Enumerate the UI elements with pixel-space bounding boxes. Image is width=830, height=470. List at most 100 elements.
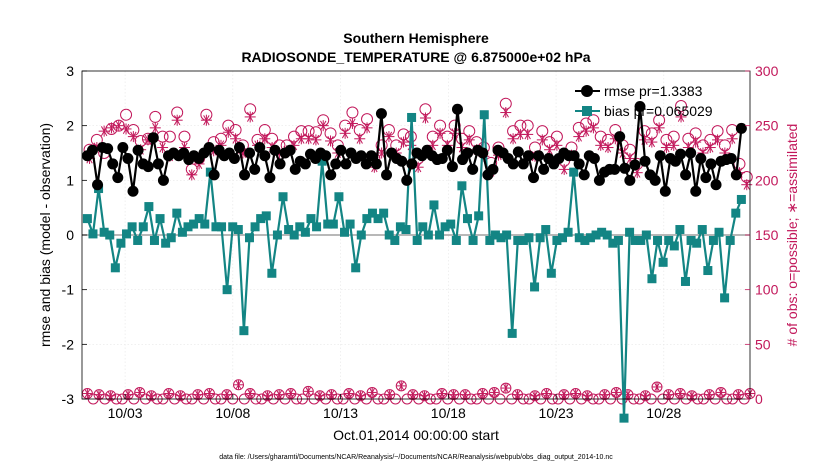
- rmse-point: [152, 158, 164, 170]
- possible-obs-marker: [395, 380, 407, 392]
- rmse-point: [284, 144, 296, 156]
- rmse-point: [446, 161, 458, 173]
- bias-point: [669, 241, 679, 251]
- assimilated-obs-marker: [396, 381, 406, 391]
- possible-obs-marker: [192, 389, 204, 401]
- rmse-point: [690, 185, 702, 197]
- bias-point: [194, 214, 204, 224]
- possible-obs-marker: [581, 390, 593, 402]
- assimilated-obs-marker: [595, 139, 607, 151]
- possible-obs-marker: [419, 390, 431, 402]
- bias-point: [217, 222, 227, 232]
- chart-title: Southern Hemisphere: [343, 30, 489, 46]
- bias-point: [161, 238, 171, 248]
- bias-point: [351, 263, 361, 273]
- rmse-point: [381, 169, 393, 181]
- right-tick-label: 200: [755, 172, 779, 188]
- rmse-point: [330, 158, 342, 170]
- bias-point: [591, 230, 601, 240]
- rmse-point: [634, 101, 646, 113]
- bias-point: [250, 222, 260, 232]
- x-tick-label: 10/18: [431, 405, 466, 421]
- possible-obs-marker: [145, 390, 157, 402]
- bias-point: [390, 235, 400, 245]
- assimilated-obs-marker: [339, 127, 351, 139]
- rmse-point: [157, 174, 169, 186]
- bias-point: [653, 235, 663, 245]
- bias-point: [625, 227, 635, 237]
- assimilated-obs-marker: [157, 142, 169, 154]
- rmse-point: [436, 152, 448, 164]
- possible-obs-marker: [477, 388, 489, 400]
- possible-obs-marker: [244, 388, 256, 400]
- bias-point: [697, 225, 707, 235]
- possible-obs-marker: [674, 388, 686, 400]
- assimilated-obs-marker: [356, 391, 366, 401]
- assimilated-obs-marker: [668, 139, 680, 151]
- bias-point: [401, 225, 411, 235]
- legend: rmse pr=1.3383 bias pr=0.065029: [575, 83, 713, 119]
- assimilated-obs-marker: [127, 131, 139, 143]
- bias-point: [284, 225, 294, 235]
- assimilated-obs-marker: [346, 117, 358, 129]
- assimilated-obs-marker: [522, 128, 534, 140]
- bias-point: [384, 230, 394, 240]
- assimilated-obs-marker: [419, 112, 431, 124]
- assimilated-obs-marker: [611, 387, 621, 397]
- rmse-point: [269, 144, 281, 156]
- bias-point: [155, 214, 165, 224]
- bias-point: [362, 214, 372, 224]
- possible-obs-marker: [488, 386, 500, 398]
- bias-point: [222, 285, 232, 295]
- rmse-point: [533, 150, 545, 162]
- y-axis-label: rmse and bias (model - observation): [37, 123, 53, 347]
- assimilated-obs-marker: [200, 114, 212, 126]
- assimilated-obs-marker: [317, 120, 329, 132]
- possible-obs-marker: [529, 390, 541, 402]
- x-tick-label: 10/28: [646, 405, 681, 421]
- assimilated-obs-marker: [558, 163, 570, 175]
- assimilated-obs-marker: [120, 123, 132, 135]
- x-tick-label: 10/08: [215, 405, 250, 421]
- assimilated-obs-marker: [716, 387, 726, 397]
- left-tick-label: 1: [66, 172, 74, 188]
- possible-obs-marker: [203, 388, 215, 400]
- bias-point: [127, 222, 137, 232]
- assimilated-obs-marker: [310, 134, 322, 146]
- right-tick-label: 0: [755, 391, 763, 407]
- possible-obs-marker: [355, 390, 367, 402]
- bias-point: [457, 181, 467, 191]
- assimilated-obs-marker: [303, 133, 315, 145]
- bias-point: [177, 227, 187, 237]
- possible-obs-marker: [558, 389, 570, 401]
- bias-point: [485, 235, 495, 245]
- bias-point: [630, 235, 640, 245]
- right-tick-label: 50: [755, 336, 771, 352]
- rmse-point: [710, 179, 722, 191]
- bias-point: [261, 211, 271, 221]
- bias-point: [552, 235, 562, 245]
- bias-point: [490, 230, 500, 240]
- bias-point: [166, 233, 176, 243]
- possible-obs-marker: [122, 389, 134, 401]
- rmse-point: [107, 158, 119, 170]
- rmse-point: [659, 185, 671, 197]
- rmse-point: [233, 142, 245, 154]
- rmse-point: [86, 144, 98, 156]
- right-axis-ticks: 0 50 100 150 200 250 300: [745, 63, 779, 407]
- possible-obs-marker: [314, 390, 326, 402]
- bias-point: [474, 211, 484, 221]
- rmse-point: [244, 147, 256, 159]
- assimilated-obs-marker: [383, 131, 395, 143]
- rmse-point: [507, 158, 519, 170]
- right-tick-label: 250: [755, 118, 779, 134]
- possible-obs-marker: [610, 386, 622, 398]
- assimilated-obs-marker: [664, 390, 674, 400]
- assimilated-obs-marker: [434, 127, 446, 139]
- possible-obs-marker: [120, 108, 133, 121]
- left-tick-label: -3: [62, 391, 75, 407]
- possible-obs-marker: [134, 386, 146, 398]
- bias-point: [558, 233, 568, 243]
- bias-point: [116, 238, 126, 248]
- bias-point: [440, 222, 450, 232]
